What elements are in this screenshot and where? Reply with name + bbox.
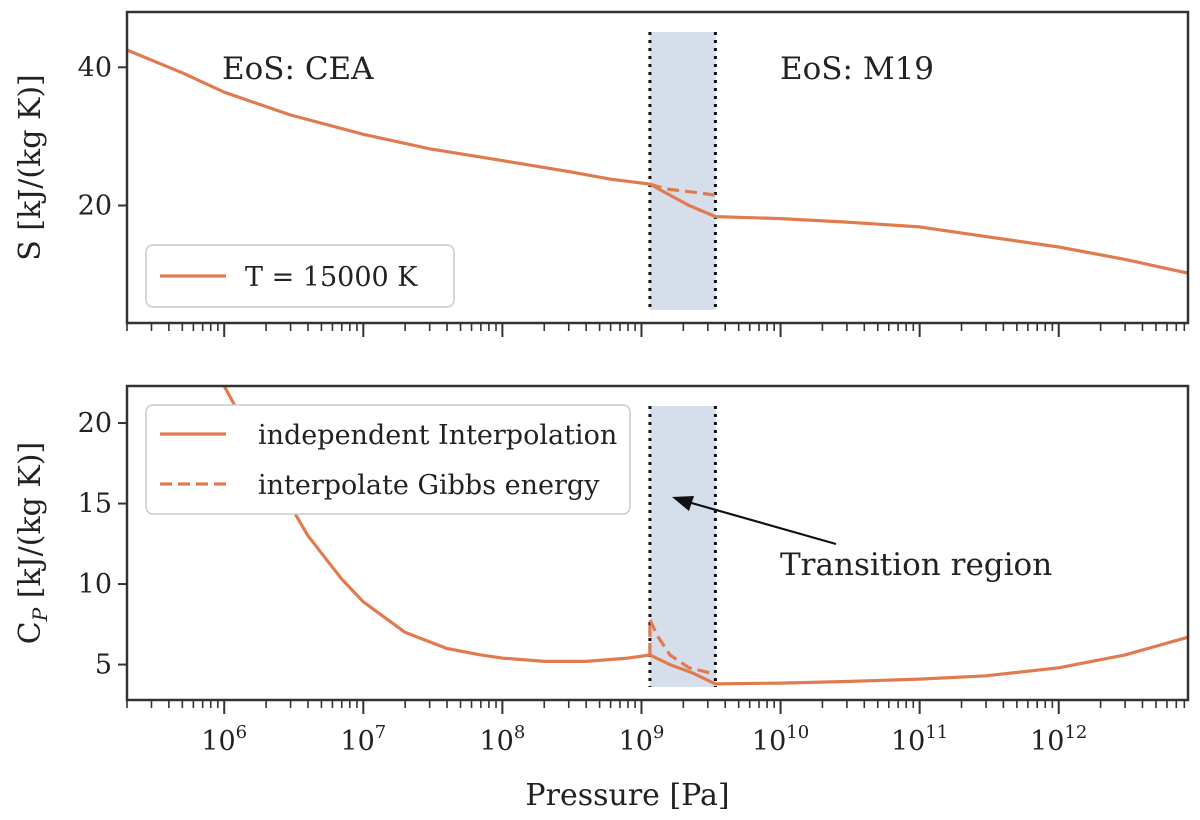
x-tick-base: 10 [1030,726,1064,757]
x-tick-base: 10 [479,726,513,757]
x-tick-base: 10 [752,726,786,757]
eos-cea-label: EoS: CEA [222,51,374,87]
y-tick-label: 40 [78,52,112,83]
y-axis-title-main: C [13,621,48,644]
transition-region-label: Transition region [780,547,1052,583]
x-tick-label: 106 [201,722,247,757]
series-line-gibbs-dashed [648,617,716,676]
y-tick-label: 20 [78,408,112,439]
x-tick-label: 1011 [891,722,948,757]
y-axis-title: CP [kJ/(kg K)] [13,442,52,644]
legend-box-top [145,244,455,308]
x-tick-exponent: 11 [925,722,948,743]
x-tick-exponent: 10 [786,722,809,743]
x-tick-label: 107 [340,722,386,757]
y-axis-title-unit: [kJ/(kg K)] [13,442,48,608]
legend-label-independent: independent Interpolation [258,420,617,451]
transition-region-band [649,32,716,310]
y-axis-title: S [kJ/(kg K)] [13,74,48,261]
axes-frame [125,384,1190,702]
x-tick-exponent: 12 [1064,722,1087,743]
x-tick-exponent: 9 [653,722,664,743]
legend-box-bottom [145,404,631,515]
x-tick-exponent: 7 [375,722,386,743]
x-tick-label: 109 [619,722,665,757]
transition-arrow-shaft [687,500,837,546]
series-line-gibbs-dashed [649,182,716,197]
series-line-independent-solid [127,48,1188,275]
panel-bottom-heat-capacity: 5 10 15 20 CP [kJ/(kg K)] independent Interpo… [13,384,1190,714]
y-axis-title-subscript: P [28,607,52,622]
x-tick-exponent: 6 [236,722,247,743]
x-tick-base: 10 [201,726,235,757]
eos-m19-label: EoS: M19 [780,51,934,87]
x-tick-label: 1012 [1030,722,1087,757]
panel-top-entropy: 20 40 S [kJ/(kg K)] EoS: CEA EoS: M19 T = 150… [13,10,1190,337]
x-tick-label: 108 [479,722,525,757]
x-tick-base: 10 [891,726,925,757]
y-tick-label: 15 [78,489,112,520]
x-tick-label: 1010 [752,722,809,757]
y-tick-label: 20 [78,191,112,222]
transition-region-band [649,406,716,687]
x-axis-title: Pressure [Pa] [525,778,729,813]
x-tick-base: 10 [619,726,653,757]
y-tick-label: 10 [78,569,112,600]
axes-frame [125,10,1190,325]
x-tick-exponent: 8 [514,722,525,743]
legend-label-temperature: T = 15000 K [245,262,418,293]
series-line-independent-solid [222,386,1188,686]
y-tick-label: 5 [95,650,112,681]
x-tick-base: 10 [340,726,374,757]
transition-arrow-head [672,496,694,511]
legend-label-gibbs: interpolate Gibbs energy [258,470,600,501]
